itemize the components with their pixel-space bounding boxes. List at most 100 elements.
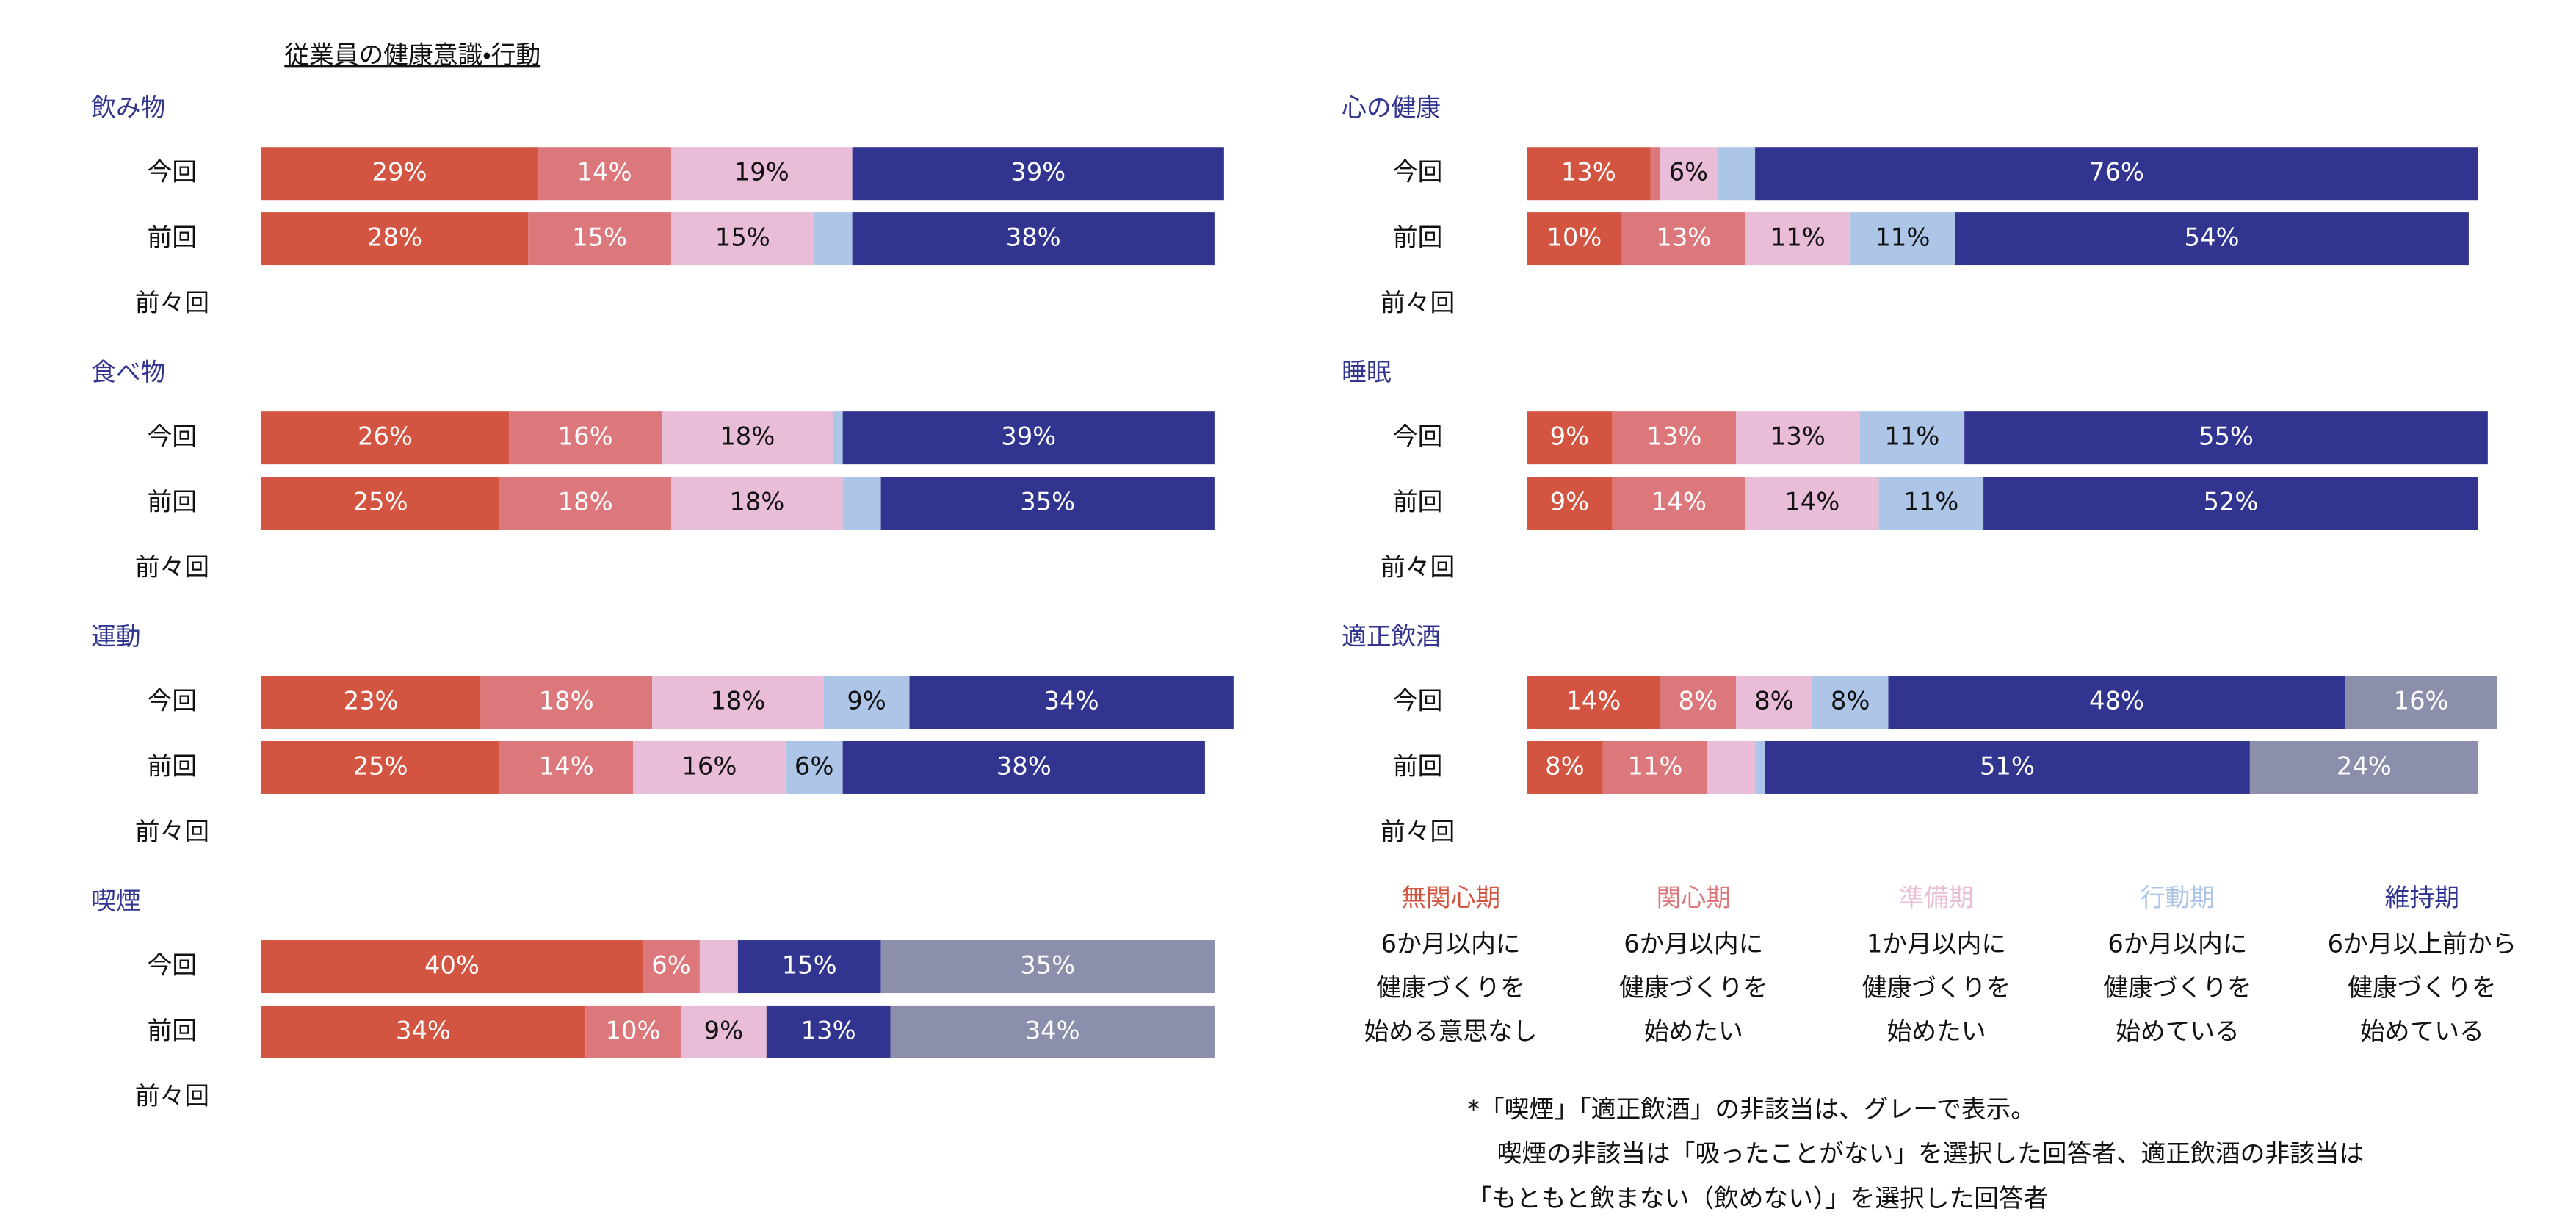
value-label: 16% bbox=[2394, 687, 2449, 715]
bar-segment bbox=[643, 940, 700, 994]
value-label: 8% bbox=[1545, 751, 1585, 780]
value-label: 16% bbox=[558, 422, 613, 451]
value-label: 13% bbox=[1561, 158, 1616, 187]
panel-title: 適正飲酒 bbox=[1342, 622, 1441, 651]
legend-description: 6か月以内に bbox=[1381, 929, 1521, 958]
footnote: *「喫煙」「適正飲酒」の非該当は、グレーで表示。 bbox=[1467, 1094, 2036, 1123]
bar-segment bbox=[528, 212, 671, 266]
bar-segment bbox=[1660, 147, 1718, 201]
bar-segment bbox=[1527, 212, 1622, 266]
category-label: 今回 bbox=[148, 422, 197, 451]
panel-title: 運動 bbox=[91, 622, 140, 651]
value-label: 10% bbox=[1546, 223, 1602, 252]
value-label: 14% bbox=[1784, 488, 1839, 516]
bar-segment bbox=[261, 411, 510, 465]
bar-segment bbox=[538, 147, 671, 201]
bar-segment bbox=[662, 411, 833, 465]
bar-segment bbox=[1859, 411, 1965, 465]
category-label: 今回 bbox=[1393, 158, 1442, 187]
value-label: 13% bbox=[801, 1016, 856, 1044]
category-label: 前回 bbox=[148, 488, 197, 516]
bar-segment bbox=[1612, 477, 1746, 530]
value-label: 14% bbox=[539, 751, 594, 780]
bar-segment bbox=[2249, 740, 2478, 794]
bar-segment bbox=[670, 147, 853, 201]
bar-segment bbox=[737, 940, 881, 994]
value-label: 39% bbox=[1010, 158, 1066, 187]
footnote: 「もともと飲まない（飲めない）」を選択した回答者 bbox=[1467, 1184, 2048, 1213]
value-label: 8% bbox=[1831, 687, 1870, 715]
legend-description: 6か月以内に bbox=[2108, 929, 2247, 958]
legend-name: 関心期 bbox=[1657, 883, 1731, 911]
category-label: 今回 bbox=[148, 951, 197, 980]
category-label: 前々回 bbox=[1381, 817, 1455, 845]
bar-segment bbox=[766, 1005, 891, 1058]
value-label: 13% bbox=[1646, 422, 1701, 451]
category-label: 前回 bbox=[1393, 488, 1442, 516]
category-label: 前々回 bbox=[135, 1081, 209, 1110]
legend-name: 維持期 bbox=[2385, 883, 2459, 911]
value-label: 8% bbox=[1679, 687, 1718, 715]
bar-segment bbox=[1736, 411, 1860, 465]
legend-description: 健康づくりを bbox=[1862, 973, 2011, 1002]
value-label: 9% bbox=[847, 687, 886, 715]
bar-segment bbox=[585, 1005, 681, 1058]
bar-segment bbox=[852, 212, 1215, 266]
panel-title: 睡眠 bbox=[1342, 358, 1392, 386]
category-label: 今回 bbox=[1393, 422, 1442, 451]
value-label: 15% bbox=[572, 223, 627, 252]
bar-segment bbox=[261, 940, 643, 994]
value-label: 6% bbox=[795, 751, 834, 780]
category-label: 前々回 bbox=[135, 817, 209, 845]
value-label: 34% bbox=[396, 1016, 451, 1044]
category-label: 今回 bbox=[1393, 687, 1442, 715]
value-label: 9% bbox=[1550, 488, 1590, 516]
page-title: 従業員の健康意識・行動 bbox=[284, 40, 540, 69]
legend-description: 始めたい bbox=[1644, 1017, 1743, 1046]
value-label: 6% bbox=[651, 951, 691, 980]
bar-segment bbox=[1850, 212, 1955, 266]
bar-segment bbox=[909, 676, 1234, 729]
value-label: 19% bbox=[734, 158, 789, 187]
legend-description: 健康づくりを bbox=[1376, 973, 1524, 1002]
legend-description: 始める意思なし bbox=[1364, 1017, 1538, 1046]
category-label: 前回 bbox=[148, 1016, 197, 1044]
value-label: 25% bbox=[353, 751, 408, 780]
bar-segment bbox=[1717, 147, 1756, 201]
bar-segment bbox=[1602, 740, 1708, 794]
category-label: 今回 bbox=[148, 687, 197, 715]
value-label: 14% bbox=[1566, 687, 1621, 715]
value-label: 18% bbox=[539, 687, 594, 715]
bar-segment bbox=[1955, 212, 2469, 266]
value-label: 18% bbox=[720, 422, 775, 451]
bar-segment bbox=[670, 477, 843, 530]
value-label: 14% bbox=[1651, 488, 1707, 516]
category-label: 前々回 bbox=[135, 288, 209, 317]
legend-description: 6か月以上前から bbox=[2328, 929, 2517, 958]
value-label: 15% bbox=[715, 223, 770, 252]
value-label: 38% bbox=[1006, 223, 1061, 252]
value-label: 25% bbox=[353, 488, 408, 516]
bar-segment bbox=[842, 740, 1205, 794]
bar-segment bbox=[2345, 676, 2497, 729]
value-label: 11% bbox=[1628, 751, 1683, 780]
bar-segment bbox=[1612, 411, 1737, 465]
value-label: 38% bbox=[996, 751, 1052, 780]
bar-segment bbox=[652, 676, 824, 729]
value-label: 54% bbox=[2185, 223, 2240, 252]
footnote: 喫煙の非該当は「吸ったことがない」を選択した回答者、適正飲酒の非該当は bbox=[1497, 1139, 2365, 1168]
category-label: 前々回 bbox=[1381, 552, 1455, 581]
bar-segment bbox=[1527, 477, 1613, 530]
value-label: 34% bbox=[1025, 1016, 1080, 1044]
category-label: 前々回 bbox=[1381, 288, 1455, 317]
value-label: 9% bbox=[704, 1016, 744, 1044]
value-label: 34% bbox=[1044, 687, 1099, 715]
bar-segment bbox=[480, 676, 653, 729]
value-label: 40% bbox=[424, 951, 480, 980]
bar-segment bbox=[1527, 411, 1613, 465]
bar-segment bbox=[880, 940, 1215, 994]
bar-segment bbox=[261, 676, 481, 729]
value-label: 18% bbox=[710, 687, 765, 715]
value-label: 24% bbox=[2337, 751, 2392, 780]
bar-segment bbox=[261, 740, 500, 794]
